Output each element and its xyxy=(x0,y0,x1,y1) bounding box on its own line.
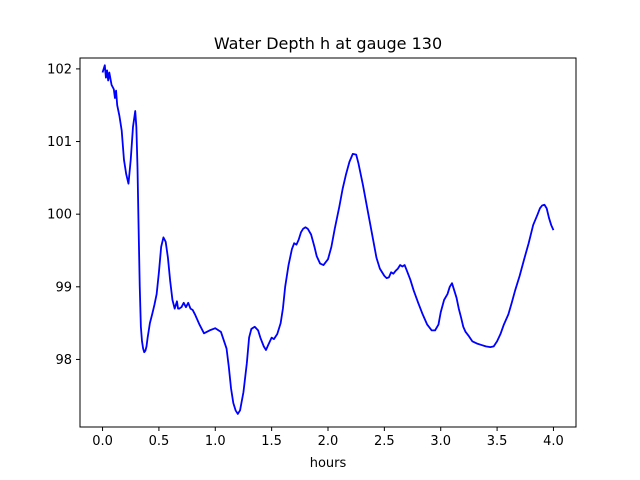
y-tick-label: 101 xyxy=(47,135,72,150)
y-axis: 98 99 100 101 102 xyxy=(47,62,80,368)
x-tick-label: 1.5 xyxy=(261,434,282,449)
x-tick-label: 3.0 xyxy=(430,434,451,449)
chart-title: Water Depth h at gauge 130 xyxy=(214,34,442,53)
x-tick-label: 4.0 xyxy=(543,434,564,449)
y-tick-label: 100 xyxy=(47,208,72,223)
x-tick-label: 2.5 xyxy=(374,434,395,449)
series-line-water-depth xyxy=(101,64,555,415)
x-axis: 0.0 0.5 1.0 1.5 2.0 2.5 3.0 3.5 4.0 xyxy=(92,427,564,449)
y-tick-label: 98 xyxy=(55,353,72,368)
x-tick-label: 0.5 xyxy=(149,434,170,449)
y-tick-label: 99 xyxy=(55,280,72,295)
x-tick-label: 2.0 xyxy=(318,434,339,449)
axes-frame xyxy=(79,57,577,428)
x-tick-label: 1.0 xyxy=(205,434,226,449)
x-axis-label: hours xyxy=(310,456,347,471)
x-tick-label: 0.0 xyxy=(92,434,113,449)
y-tick-label: 102 xyxy=(47,62,72,77)
x-tick-label: 3.5 xyxy=(487,434,508,449)
